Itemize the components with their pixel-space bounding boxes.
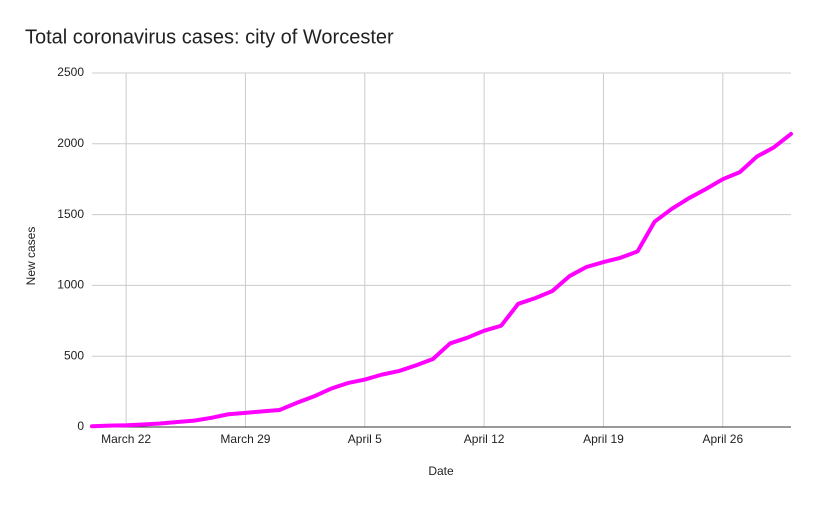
y-tick-label: 2500 (57, 65, 84, 79)
x-tick-label: March 22 (101, 432, 151, 446)
y-axis-label: New cases (24, 227, 38, 286)
data-line (90, 131, 793, 429)
y-tick-label: 1000 (57, 278, 84, 292)
y-tick-label: 500 (64, 348, 84, 362)
y-tick-label: 2000 (57, 136, 84, 150)
x-tick-label: April 5 (348, 432, 382, 446)
x-axis-label: Date (428, 464, 454, 478)
x-tick-label: April 26 (702, 432, 743, 446)
chart-title: Total coronavirus cases: city of Worcest… (25, 26, 394, 48)
x-tick-label: March 29 (220, 432, 270, 446)
x-tick-label: April 19 (583, 432, 624, 446)
y-tick-label: 1500 (57, 207, 84, 221)
x-tick-label: April 12 (464, 432, 505, 446)
y-tick-label: 0 (77, 419, 84, 433)
